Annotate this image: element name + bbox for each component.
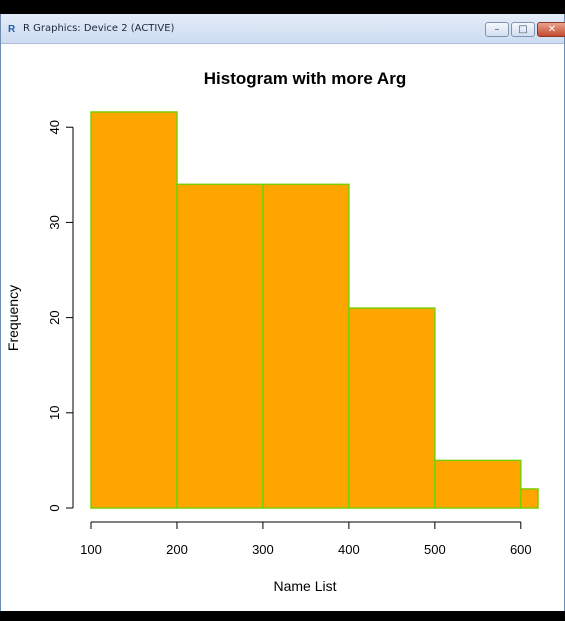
y-tick-label-10: 10 (47, 406, 62, 420)
window-titlebar[interactable]: R R Graphics: Device 2 (ACTIVE) – □ ✕ (1, 14, 565, 44)
y-tick-label-30: 30 (47, 215, 62, 229)
histogram-bar-5 (520, 488, 539, 509)
x-tick-label-200: 200 (166, 542, 188, 557)
bars-group (90, 111, 539, 509)
x-tick-label-100: 100 (80, 542, 102, 557)
histogram-bar-2 (262, 183, 350, 509)
y-tick-label-20: 20 (47, 310, 62, 324)
y-axis-label: Frequency (5, 285, 21, 351)
close-button[interactable]: ✕ (537, 22, 565, 37)
x-tick-label-400: 400 (338, 542, 360, 557)
x-axis: 100 200 300 400 500 600 (80, 521, 532, 557)
histogram-bar-3 (348, 307, 436, 509)
x-axis-label: Name List (273, 578, 336, 594)
screen-bottom-edge (0, 611, 565, 621)
x-tick-label-500: 500 (424, 542, 446, 557)
histogram-bar-1 (176, 183, 264, 509)
y-axis: 0 10 20 30 40 (47, 120, 74, 512)
histogram-bar-0 (90, 111, 178, 509)
y-tick-label-0: 0 (47, 504, 62, 511)
histogram-bar-4 (434, 459, 522, 509)
x-tick-label-600: 600 (510, 542, 532, 557)
chart-title: Histogram with more Arg (204, 69, 406, 88)
y-tick-label-40: 40 (47, 120, 62, 134)
minimize-button[interactable]: – (485, 22, 509, 37)
r-app-icon: R (8, 24, 16, 35)
window-title: R Graphics: Device 2 (ACTIVE) (23, 23, 175, 34)
maximize-button[interactable]: □ (511, 22, 535, 37)
x-tick-label-300: 300 (252, 542, 274, 557)
